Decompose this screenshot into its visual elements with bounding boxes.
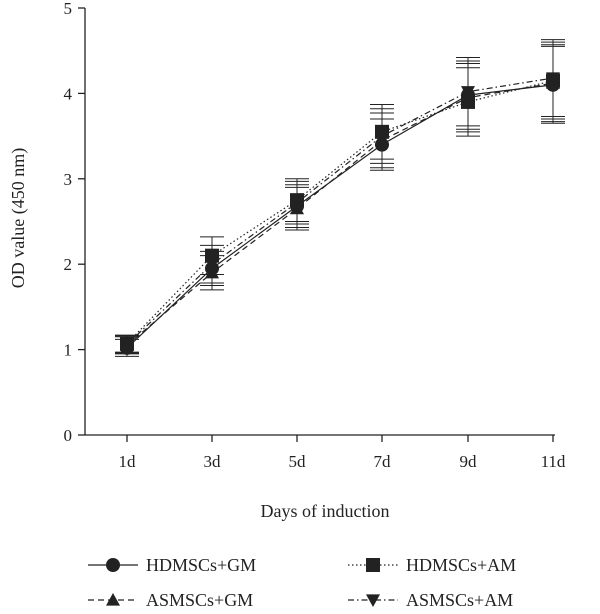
y-tick-label: 3 [64,170,73,189]
point-asmscs-am [290,197,304,210]
y-tick-label: 4 [64,84,73,103]
x-axis-label: Days of induction [261,501,390,521]
error-bars [115,39,565,357]
point-asmscs-am [461,86,475,99]
series-lines [126,77,554,349]
series-line-asmscs-gm [126,82,554,346]
legend-marker [366,594,380,607]
legend-marker [366,558,380,572]
plot-area [115,39,565,357]
x-tick-label: 1d [119,452,137,471]
x-tick-label: 5d [289,452,307,471]
x-tick-label: 11d [541,452,566,471]
series-line-asmscs-am [126,77,554,345]
x-tick-label: 7d [374,452,392,471]
point-asmscs-am [375,130,389,144]
legend-marker [106,593,120,606]
legend-label: HDMSCs+AM [406,555,516,575]
x-tick-label: 3d [204,452,222,471]
legend-label: ASMSCs+AM [406,590,513,610]
series-line-hdmscs-gm [126,84,554,349]
y-tick-label: 0 [64,426,73,445]
legend-marker [106,558,120,572]
y-ticks: 0 1 2 3 4 5 [64,0,85,445]
legend-item-hdmscs-gm: HDMSCs+GM [88,555,256,575]
point-asmscs-gm [205,265,219,279]
point-asmscs-am [205,258,219,272]
legend-label: ASMSCs+GM [146,590,253,610]
x-tick-label: 9d [460,452,478,471]
y-tick-label: 5 [64,0,73,18]
legend-item-asmscs-gm: ASMSCs+GM [88,590,253,610]
legend-item-asmscs-am: ASMSCs+AM [348,590,513,610]
y-axis-label: OD value (450 nm) [8,148,29,288]
y-tick-label: 1 [64,341,73,360]
series-markers [120,72,560,355]
legend-label: HDMSCs+GM [146,555,256,575]
legend-item-hdmscs-am: HDMSCs+AM [348,555,516,575]
x-ticks: 1d 3d 5d 7d 9d 11d [119,435,566,471]
point-asmscs-am [546,72,560,86]
point-asmscs-am [120,338,134,352]
series-line-hdmscs-am [126,80,554,345]
y-tick-label: 2 [64,255,73,274]
legend: HDMSCs+GM HDMSCs+AM ASMSCs+GM ASMSCs+AM [88,555,516,610]
axes: 0 1 2 3 4 5 1d 3d 5d 7d 9d 11d [64,0,566,471]
